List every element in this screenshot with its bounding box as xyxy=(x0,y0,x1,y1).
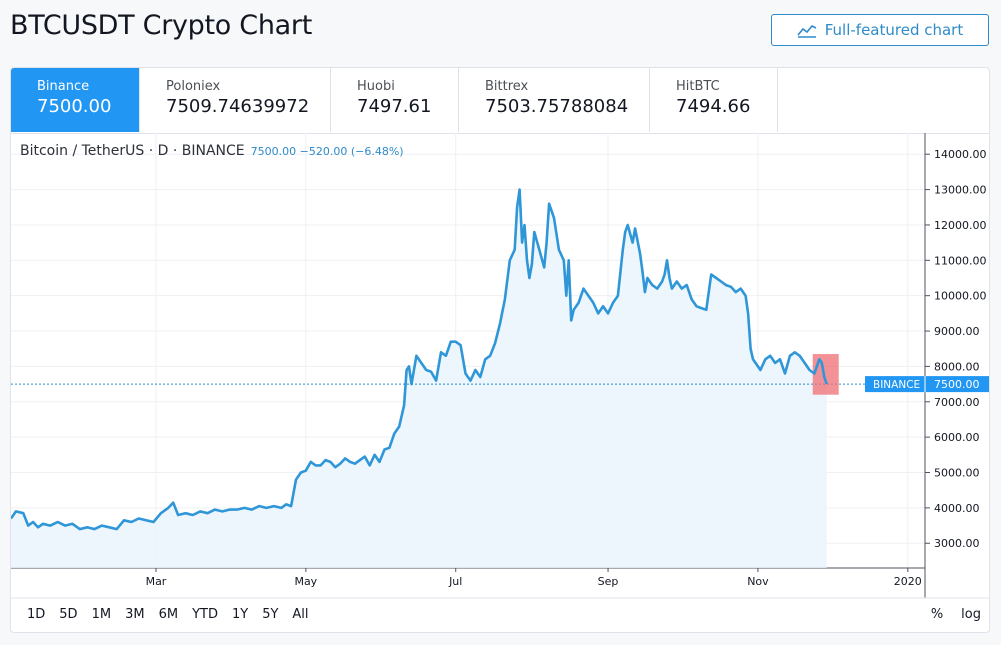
range-selector: 1D 5D 1M 3M 6M YTD 1Y 5Y All xyxy=(27,607,316,622)
range-5y[interactable]: 5Y xyxy=(262,607,279,622)
price-badge: BINANCE 7500.00 xyxy=(865,376,989,393)
full-featured-chart-button[interactable]: Full-featured chart xyxy=(771,14,989,46)
tab-bittrex[interactable]: Bittrex 7503.75788084 xyxy=(459,68,650,132)
x-tick-label: May xyxy=(294,575,317,588)
recent-highlight xyxy=(812,354,839,395)
tab-exchange-name: Binance xyxy=(37,79,90,94)
y-tick-label: 3000.00 xyxy=(934,537,980,550)
exchange-tabs: Binance 7500.00 Poloniex 7509.74639972 H… xyxy=(11,68,989,134)
x-tick-label: 2020 xyxy=(894,575,922,588)
range-3m[interactable]: 3M xyxy=(125,607,145,622)
tab-hitbtc[interactable]: HitBTC 7494.66 xyxy=(650,68,778,132)
range-1y[interactable]: 1Y xyxy=(231,607,249,622)
tab-price: 7509.74639972 xyxy=(166,96,310,117)
range-6m[interactable]: 6M xyxy=(158,607,179,622)
price-line xyxy=(11,188,828,531)
y-tick-label: 12000.00 xyxy=(934,219,987,232)
tab-price: 7497.61 xyxy=(357,96,432,117)
tab-price: 7503.75788084 xyxy=(485,96,629,117)
y-tick-label: 11000.00 xyxy=(934,254,987,267)
y-tick-label: 6000.00 xyxy=(934,431,980,444)
y-tick-label: 14000.00 xyxy=(934,148,987,161)
tab-exchange-name: Huobi xyxy=(357,79,395,94)
y-tick-label: 10000.00 xyxy=(934,290,987,303)
range-5d[interactable]: 5D xyxy=(59,607,78,622)
log-scale-button[interactable]: log xyxy=(961,607,981,622)
y-tick-label: 9000.00 xyxy=(934,325,980,338)
page-title: BTCUSDT Crypto Chart xyxy=(10,10,313,41)
symbol-values: 7500.00 −520.00 (−6.48%) xyxy=(250,145,404,158)
y-tick-label: 5000.00 xyxy=(934,467,980,480)
tab-exchange-name: Poloniex xyxy=(166,79,221,94)
price-badge-exchange: BINANCE xyxy=(873,379,920,391)
full-featured-chart-label: Full-featured chart xyxy=(824,21,964,39)
percent-scale-button[interactable]: % xyxy=(930,607,944,622)
tab-exchange-name: Bittrex xyxy=(485,79,529,94)
tab-price: 7500.00 xyxy=(37,96,112,117)
range-all[interactable]: All xyxy=(292,607,309,622)
tab-binance[interactable]: Binance 7500.00 xyxy=(11,68,140,132)
y-tick-label: 4000.00 xyxy=(934,502,980,515)
symbol-legend: Bitcoin / TetherUS · D · BINANCE 7500.00 … xyxy=(20,143,404,159)
x-tick-label: Nov xyxy=(747,575,769,588)
range-1m[interactable]: 1M xyxy=(91,607,112,622)
area-fill xyxy=(11,189,827,568)
tab-huobi[interactable]: Huobi 7497.61 xyxy=(331,68,459,132)
tab-price: 7494.66 xyxy=(676,96,751,117)
tab-exchange-name: HitBTC xyxy=(676,79,720,94)
chart-card: Binance 7500.00 Poloniex 7509.74639972 H… xyxy=(10,67,990,633)
range-1d[interactable]: 1D xyxy=(27,607,46,622)
tab-poloniex[interactable]: Poloniex 7509.74639972 xyxy=(140,68,331,132)
price-badge-bg xyxy=(865,376,989,393)
chart-line-icon xyxy=(797,25,817,38)
price-chart[interactable]: 3000.00 4000.00 5000.00 6000.00 7000.00 8000.… xyxy=(11,133,989,633)
range-ytd[interactable]: YTD xyxy=(192,607,218,622)
symbol-label: Bitcoin / TetherUS · D · BINANCE xyxy=(20,143,245,159)
x-tick-label: Jul xyxy=(448,575,462,588)
price-badge-price: 7500.00 xyxy=(934,378,980,391)
chart-area[interactable]: 3000.00 4000.00 5000.00 6000.00 7000.00 8000.… xyxy=(11,133,989,633)
y-tick-label: 7000.00 xyxy=(934,396,980,409)
y-tick-label: 8000.00 xyxy=(934,360,980,373)
scale-buttons: % log xyxy=(931,607,981,622)
x-tick-label: Sep xyxy=(598,575,619,588)
x-tick-label: Mar xyxy=(146,575,167,588)
y-tick-label: 13000.00 xyxy=(934,184,987,197)
